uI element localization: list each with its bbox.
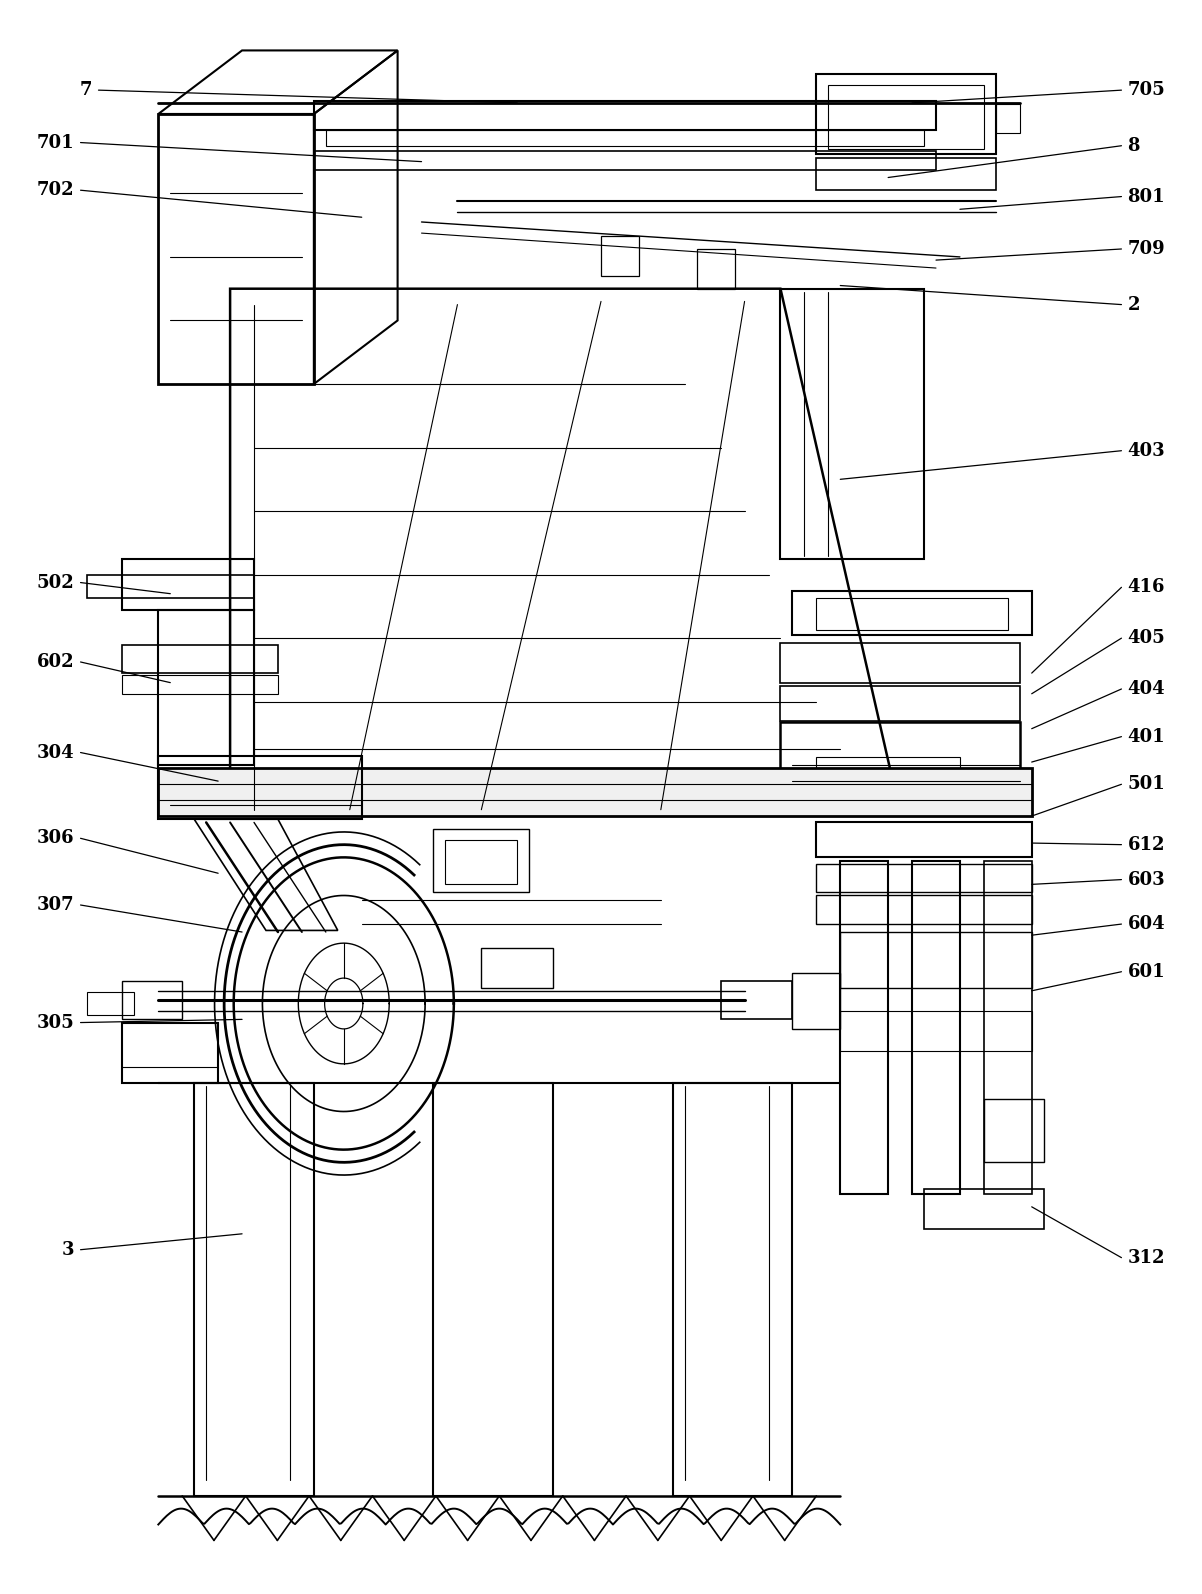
- Text: 2: 2: [1127, 295, 1139, 314]
- Bar: [314, 102, 936, 129]
- Bar: [195, 1082, 314, 1495]
- Bar: [912, 861, 960, 1194]
- Bar: [434, 829, 529, 893]
- Bar: [159, 756, 362, 819]
- Bar: [840, 1012, 1031, 1050]
- Bar: [816, 598, 1007, 630]
- Bar: [721, 982, 792, 1020]
- Text: 405: 405: [1127, 630, 1165, 647]
- Bar: [314, 150, 936, 169]
- Bar: [984, 1098, 1043, 1162]
- Text: 305: 305: [37, 1014, 75, 1031]
- Bar: [816, 757, 960, 802]
- Bar: [87, 993, 135, 1015]
- Text: 416: 416: [1127, 579, 1165, 596]
- Bar: [123, 674, 278, 693]
- Text: 306: 306: [37, 829, 75, 848]
- Text: 603: 603: [1127, 870, 1165, 888]
- Text: 8: 8: [1127, 137, 1139, 155]
- Bar: [697, 249, 734, 289]
- Text: 604: 604: [1127, 915, 1165, 932]
- Text: 702: 702: [37, 182, 75, 199]
- Text: 312: 312: [1127, 1248, 1165, 1267]
- Text: 403: 403: [1127, 442, 1165, 459]
- Text: 705: 705: [1127, 81, 1165, 99]
- Text: 404: 404: [1127, 681, 1165, 698]
- Text: 3: 3: [63, 1240, 75, 1259]
- Bar: [816, 158, 995, 190]
- Bar: [159, 768, 1031, 816]
- Text: 501: 501: [1127, 775, 1165, 794]
- Bar: [434, 1082, 553, 1495]
- Bar: [780, 642, 1019, 682]
- Bar: [984, 861, 1031, 1194]
- Text: 709: 709: [1127, 241, 1165, 258]
- Bar: [816, 823, 1031, 858]
- Bar: [924, 1189, 1043, 1229]
- Bar: [816, 896, 1031, 925]
- Bar: [816, 75, 995, 153]
- Bar: [123, 644, 278, 673]
- Bar: [326, 129, 924, 145]
- Bar: [123, 982, 183, 1020]
- Text: 7: 7: [81, 81, 93, 99]
- Text: 304: 304: [37, 743, 75, 762]
- Bar: [780, 685, 1019, 720]
- Bar: [816, 864, 1031, 893]
- Text: 502: 502: [37, 574, 75, 591]
- Text: 801: 801: [1127, 188, 1165, 206]
- Bar: [840, 932, 1031, 988]
- Text: 601: 601: [1127, 963, 1165, 980]
- Bar: [780, 722, 1019, 810]
- Bar: [446, 840, 517, 885]
- Bar: [828, 86, 984, 148]
- Bar: [601, 236, 639, 276]
- Bar: [123, 1023, 218, 1082]
- Bar: [673, 1082, 792, 1495]
- Bar: [995, 105, 1019, 132]
- Text: 612: 612: [1127, 835, 1165, 854]
- Text: 602: 602: [37, 654, 75, 671]
- Bar: [840, 861, 888, 1194]
- Bar: [780, 289, 924, 559]
- Text: 307: 307: [37, 896, 75, 913]
- Text: 401: 401: [1127, 727, 1165, 746]
- Bar: [792, 974, 840, 1028]
- Text: 701: 701: [37, 134, 75, 151]
- Bar: [792, 590, 1031, 634]
- Bar: [481, 948, 553, 988]
